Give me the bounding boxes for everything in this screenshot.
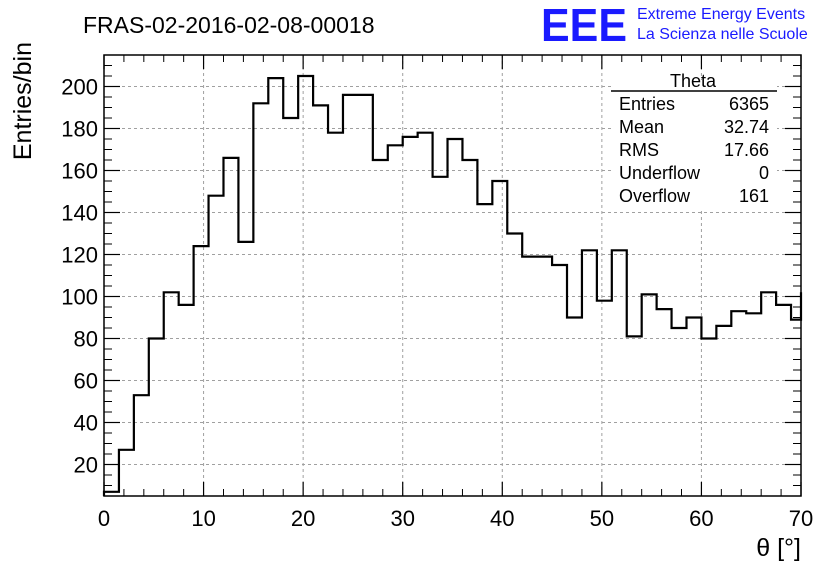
x-tick-label: 10 [191,506,215,531]
y-tick-label: 20 [74,453,98,478]
stats-mean-label: Mean [619,117,664,137]
stats-underflow-value: 0 [759,163,769,183]
stats-underflow-label: Underflow [619,163,701,183]
x-tick-label: 60 [689,506,713,531]
stats-box-background [611,80,777,210]
chart-title: FRAS-02-2016-02-08-00018 [83,12,375,38]
x-tick-label: 0 [98,506,110,531]
axis-tick-labels: 0 10 20 30 40 50 60 70 20 40 60 80 100 120 140 160 180 20… [61,75,813,532]
grid-lines [104,55,801,496]
y-tick-label: 80 [74,327,98,352]
y-tick-label: 120 [61,243,98,268]
y-tick-label: 200 [61,75,98,100]
stats-overflow-value: 161 [739,186,769,206]
x-tick-label: 50 [590,506,614,531]
stats-overflow-label: Overflow [619,186,691,206]
x-tick-label: 20 [291,506,315,531]
axis-ticks [103,55,802,496]
y-tick-label: 100 [61,285,98,310]
stats-entries-label: Entries [619,94,675,114]
y-axis-label: Entries/bin [9,42,37,160]
y-tick-label: 140 [61,201,98,226]
brand-line-1: Extreme Energy Events [637,6,805,23]
y-tick-label: 180 [61,117,98,142]
x-tick-label: 40 [490,506,514,531]
stats-rms-value: 17.66 [724,140,769,160]
y-tick-label: 160 [61,159,98,184]
y-tick-label: 40 [74,411,98,436]
stats-box: Theta Entries 6365 Mean 32.74 RMS 17.66 … [611,71,777,210]
stats-entries-value: 6365 [729,94,769,114]
brand-line-2: La Scienza nelle Scuole [637,26,808,43]
histogram-series-line [102,74,803,496]
eee-logo: EEE [541,0,627,51]
x-tick-label: 30 [390,506,414,531]
stats-title: Theta [670,71,717,91]
stats-rms-label: RMS [619,140,659,160]
x-tick-label: 70 [789,506,813,531]
y-tick-label: 60 [74,369,98,394]
stats-mean-value: 32.74 [724,117,769,137]
x-axis-label: θ [°] [756,534,801,562]
